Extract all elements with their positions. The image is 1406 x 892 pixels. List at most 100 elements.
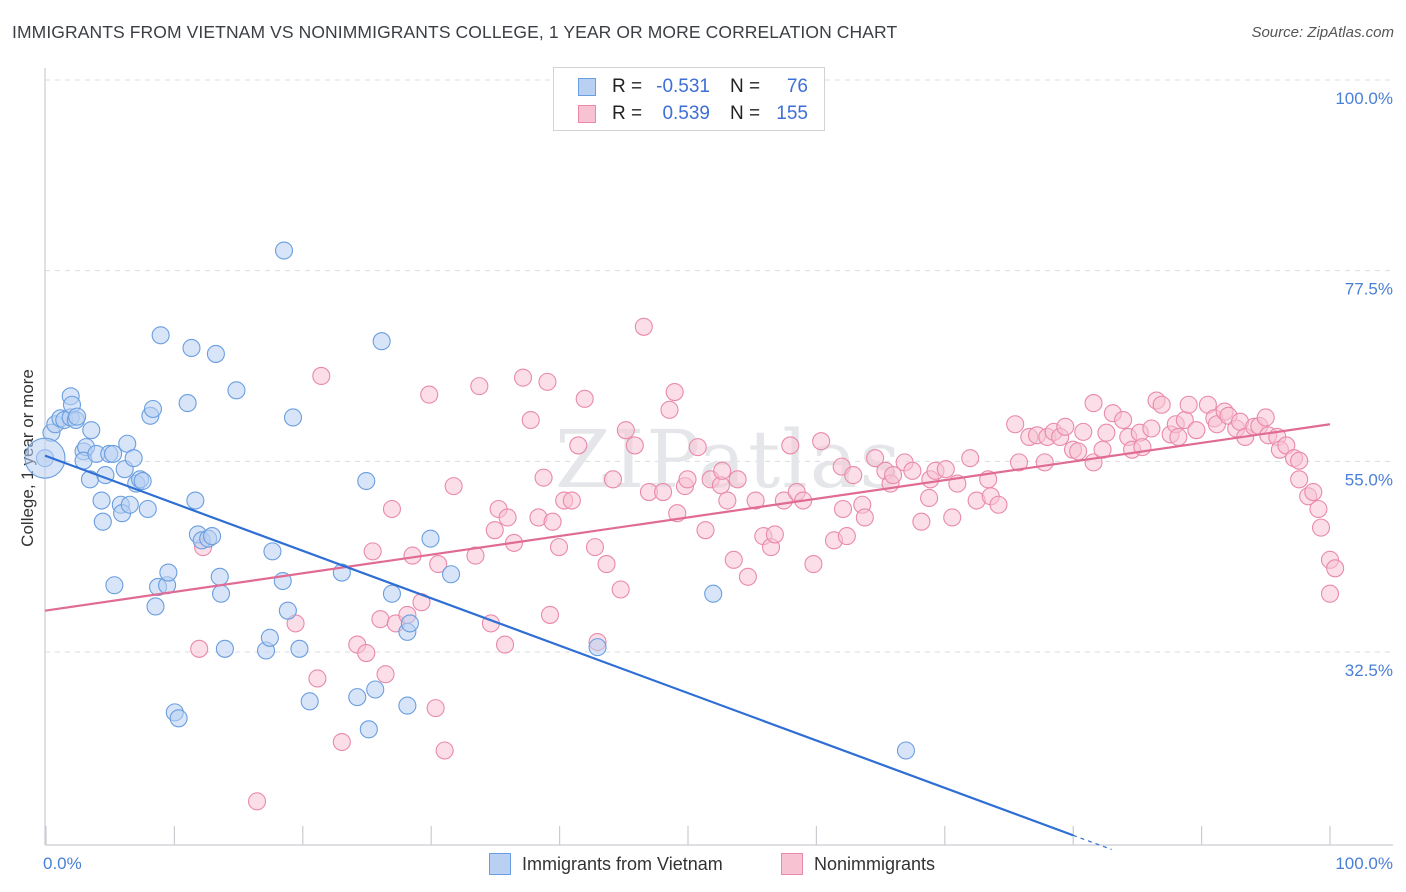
- pink-data-point: [696, 521, 715, 540]
- blue-data-point: [348, 688, 367, 707]
- pink-data-point: [1009, 453, 1029, 472]
- pink-data-point: [1114, 410, 1133, 430]
- blue-data-point: [400, 614, 419, 633]
- pink-data-point: [728, 470, 747, 489]
- pink-data-point: [543, 512, 562, 531]
- pink-data-point: [903, 461, 922, 480]
- pink-data-point: [534, 468, 553, 487]
- pink-data-point: [247, 792, 267, 811]
- blue-data-point: [372, 332, 391, 351]
- pink-data-point: [376, 665, 395, 684]
- pink-data-point: [575, 389, 594, 408]
- pink-data-point: [426, 699, 445, 718]
- y-tick-label: 100.0%: [1335, 89, 1393, 108]
- pink-data-point: [498, 508, 517, 527]
- blue-data-point: [300, 692, 319, 711]
- bottom-legend-label: Immigrants from Vietnam: [522, 853, 723, 874]
- y-tick-label: 77.5%: [1345, 280, 1393, 299]
- pink-data-point: [1006, 415, 1025, 434]
- blue-data-point: [68, 407, 87, 426]
- pink-data-point: [466, 546, 485, 565]
- pink-data-point: [866, 449, 885, 468]
- pink-data-point: [781, 436, 800, 455]
- pink-data-point: [884, 466, 903, 485]
- chart-title: IMMIGRANTS FROM VIETNAM VS NONIMMIGRANTS…: [12, 22, 898, 42]
- pink-data-point: [844, 466, 863, 485]
- pink-data-point: [1187, 421, 1206, 440]
- pink-data-point: [190, 639, 209, 658]
- blue-data-point: [896, 741, 916, 760]
- x-tick-label: 0.0%: [43, 854, 82, 873]
- legend-r-label: R =: [612, 76, 643, 97]
- blue-data-point: [143, 399, 162, 419]
- blue-large-data-point: [24, 437, 66, 479]
- pink-data-point: [660, 400, 679, 419]
- blue-data-point: [186, 491, 205, 510]
- pink-data-point: [470, 377, 489, 396]
- pink-data-point: [746, 491, 765, 510]
- pink-data-point: [540, 605, 560, 624]
- pink-data-point: [718, 491, 737, 510]
- pink-data-point: [804, 555, 823, 574]
- pink-data-point: [920, 488, 939, 508]
- pink-data-point: [513, 368, 533, 387]
- blue-data-point: [366, 680, 385, 699]
- blue-data-point: [82, 421, 101, 440]
- legend-n-label: N =: [730, 76, 761, 97]
- pink-data-point: [429, 555, 448, 574]
- pink-data-point: [1069, 442, 1088, 461]
- blue-data-point: [105, 576, 124, 595]
- blue-trend-line-extension: [1072, 834, 1112, 851]
- pink-data-point: [1169, 427, 1188, 447]
- pink-data-point: [585, 538, 605, 557]
- bottom-legend-blue: Immigrants from Vietnam: [489, 852, 723, 876]
- blue-data-point: [133, 471, 152, 491]
- blue-data-point: [359, 720, 378, 739]
- pink-data-point: [1290, 470, 1309, 489]
- pink-data-point: [912, 512, 931, 531]
- pink-data-point: [738, 567, 757, 586]
- blue-data-point: [146, 597, 165, 616]
- blue-data-point: [159, 563, 178, 582]
- pink-data-point: [485, 521, 504, 540]
- pink-data-point: [538, 372, 557, 391]
- blue-data-point: [169, 709, 188, 728]
- pink-data-point: [1179, 395, 1198, 414]
- bottom-legend-label: Nonimmigrants: [814, 853, 936, 874]
- pink-data-point: [420, 385, 439, 404]
- pink-data-point: [713, 461, 732, 480]
- blue-data-point: [290, 639, 309, 658]
- bottom-legend-pink: Nonimmigrants: [781, 852, 935, 876]
- legend-r-label: R =: [612, 103, 643, 124]
- blue-data-point: [357, 471, 376, 491]
- pink-data-point: [1304, 482, 1323, 502]
- pink-data-point: [562, 491, 581, 510]
- bottom-legend-swatch-pink: [781, 853, 803, 875]
- blue-data-point: [203, 527, 222, 546]
- pink-data-point: [371, 610, 390, 629]
- blue-data-point: [206, 344, 225, 363]
- pink-data-point: [357, 644, 376, 663]
- legend-n-value: 155: [776, 103, 808, 124]
- pink-data-point: [688, 438, 707, 457]
- pink-data-point: [603, 470, 623, 489]
- blue-data-point: [274, 241, 294, 260]
- blue-data-point: [210, 567, 229, 586]
- legend-swatch-pink: [578, 105, 596, 123]
- pink-data-point: [961, 449, 980, 468]
- blue-data-point: [588, 638, 607, 657]
- source-label: Source: ZipAtlas.com: [1251, 24, 1394, 41]
- pink-data-point: [1035, 453, 1054, 472]
- blue-data-point: [138, 499, 157, 519]
- legend-swatch-blue: [578, 78, 596, 96]
- pink-data-point: [495, 635, 515, 654]
- pink-data-point: [812, 432, 831, 451]
- pink-data-point: [363, 542, 382, 561]
- pink-data-point: [1320, 584, 1340, 603]
- pink-data-point: [1311, 518, 1331, 537]
- blue-data-point: [260, 628, 279, 647]
- pink-data-point: [989, 495, 1008, 514]
- pink-data-point: [382, 499, 402, 519]
- x-tick-label: 100.0%: [1335, 854, 1393, 873]
- blue-data-point: [124, 449, 143, 468]
